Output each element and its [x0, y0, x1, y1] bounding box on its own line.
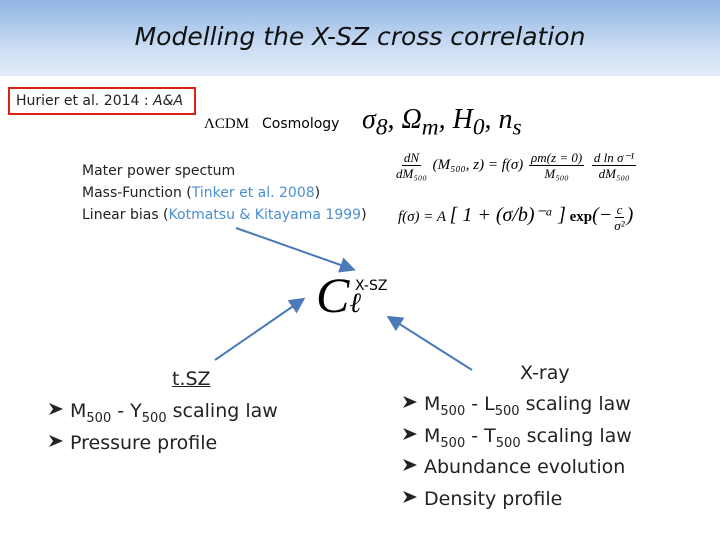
tsz-title: t.SZ: [172, 368, 211, 390]
arrow: [214, 297, 306, 361]
eq-term: exp: [569, 209, 593, 225]
parameter-part: σ: [362, 104, 376, 135]
equation-mass-function: dN dM₅₀₀ (M₅₀₀, z) = f(σ) ρm(z = 0) M₅₀₀ d…: [394, 150, 638, 181]
parameter-part: , Ω: [387, 104, 422, 135]
xray-title: X-ray: [520, 362, 570, 384]
parameter-part: , H: [438, 104, 473, 135]
bullet: [49, 403, 63, 415]
item-part: Pressure profile: [70, 431, 218, 454]
item-part: M: [424, 424, 441, 447]
ingredient: Mass-Function (Tinker et al. 2008): [82, 182, 367, 204]
item-part: Density profile: [424, 487, 563, 510]
eq-term: (M₅₀₀, z) = f(σ): [432, 156, 524, 173]
tsz-list: M500 - Y500 scaling law Pressure profile: [48, 400, 278, 463]
xray-list: M500 - L500 scaling law M500 - T500 scali…: [402, 393, 632, 519]
eq-term: dM₅₀₀: [396, 166, 427, 181]
eq-term: (−: [592, 204, 613, 226]
item-part: - T: [465, 424, 496, 447]
header-band: [0, 0, 720, 76]
ingredient: Mater power spectum: [82, 160, 367, 182]
ingredient-part: Kotmatsu & Kitayama 1999: [168, 207, 362, 223]
item-part: M: [424, 393, 441, 415]
parameter-part: 8: [375, 114, 388, 141]
list-item: M500 - L500 scaling law: [402, 393, 632, 425]
item-part: 500: [494, 403, 520, 419]
symbol: C: [316, 267, 350, 323]
ingredient-part: Tinker et al. 2008: [191, 185, 315, 201]
item-part: 500: [440, 435, 466, 451]
item-part: 500: [440, 403, 466, 419]
slide-title: Modelling the X-SZ cross correlation: [134, 22, 586, 51]
item-part: 500: [495, 435, 521, 451]
ingredient-part: Linear bias (: [82, 207, 169, 223]
reference-journal: A&A: [153, 93, 184, 109]
eq-term: σ²: [614, 218, 625, 234]
eq-term: c: [614, 202, 625, 219]
eq-term: dN: [401, 150, 422, 166]
list-item: M500 - T500 scaling law: [402, 425, 632, 457]
model: ΛCDM: [204, 116, 250, 132]
arrow: [386, 315, 473, 371]
ingredient-part: ): [314, 185, 321, 201]
eq-term: ρm(z = 0): [529, 150, 585, 166]
parameter-part: , n: [484, 104, 513, 135]
ingredient-part: ): [361, 207, 367, 223]
parameter-part: m: [421, 114, 439, 141]
bullet: [403, 427, 417, 440]
reference-authors: Hurier et al. 2014 :: [16, 93, 154, 109]
item-part: - Y: [111, 400, 142, 422]
list-item: Pressure profile: [48, 432, 278, 464]
item-part: scaling law: [520, 424, 632, 447]
arrow: [235, 227, 356, 273]
eq-term: f(σ) = A: [398, 209, 446, 225]
bullet: [49, 434, 63, 447]
ingredients: Mater power spectum Mass-Function (Tinker…: [82, 160, 367, 226]
parameters: σ8, Ωm, H0, ns: [362, 104, 522, 142]
bullet: [403, 490, 417, 503]
center-label: X-SZ: [355, 278, 388, 294]
reference-box: Hurier et al. 2014 : A&A: [8, 87, 196, 115]
ingredient-part: Mass-Function (: [82, 185, 192, 201]
item-part: scaling law: [519, 393, 631, 415]
item-part: scaling law: [166, 400, 278, 422]
eq-term: d ln σ⁻¹: [591, 150, 637, 166]
ingredient: Linear bias (Kotmatsu & Kitayama 1999): [82, 204, 367, 226]
bullet: [403, 396, 417, 408]
list-item: Density profile: [402, 488, 632, 520]
item-part: 500: [86, 410, 112, 426]
cosmology-label: Cosmology: [262, 116, 340, 132]
eq-term: M₅₀₀: [544, 166, 569, 181]
item-part: Abundance evolution: [424, 456, 626, 478]
ingredient-part: Mater power spectum: [82, 163, 236, 179]
eq-term: ): [626, 204, 634, 226]
eq-term: dM₅₀₀: [598, 166, 630, 181]
item-part: - L: [465, 393, 495, 415]
cl-symbol: Cℓ: [316, 270, 361, 329]
symbol-index: ℓ: [349, 288, 362, 319]
equation-multiplicity: f(σ) = A [ 1 + (σ/b)⁻ᵃ ] exp(− c σ²): [398, 202, 633, 233]
bullet: [403, 459, 417, 471]
list-item: M500 - Y500 scaling law: [48, 400, 278, 432]
eq-term: [ 1 + (σ/b)⁻ᵃ ]: [449, 204, 566, 226]
parameter-part: s: [512, 114, 522, 141]
item-part: 500: [141, 410, 167, 426]
item-part: M: [70, 400, 87, 422]
list-item: Abundance evolution: [402, 456, 632, 488]
parameter-part: 0: [472, 114, 485, 141]
